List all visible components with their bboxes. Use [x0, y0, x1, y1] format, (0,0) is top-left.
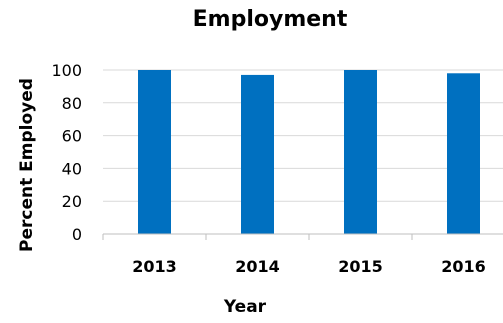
x-axis-title: Year — [223, 297, 267, 317]
y-axis-tick-labels: 0 20 40 60 80 100 — [51, 61, 82, 244]
y-tick-label: 60 — [62, 127, 82, 146]
y-tick-label: 80 — [62, 94, 82, 113]
chart-title: Employment — [193, 7, 348, 32]
x-tick-label: 2016 — [441, 257, 486, 276]
y-axis-title: Percent Employed — [17, 78, 37, 252]
bar-2014 — [241, 74, 274, 234]
bar-2016 — [447, 73, 480, 234]
bar-2015 — [344, 70, 377, 234]
x-axis-ticks — [102, 234, 413, 240]
x-tick-label: 2014 — [235, 257, 280, 276]
y-tick-label: 0 — [72, 225, 82, 244]
y-tick-label: 100 — [51, 61, 82, 80]
x-axis-tick-labels: 2013 2014 2015 2016 — [132, 257, 486, 276]
x-tick-label: 2013 — [132, 257, 177, 276]
x-tick-label: 2015 — [338, 257, 383, 276]
gridlines — [103, 69, 503, 202]
bar-2013 — [138, 70, 171, 234]
y-tick-label: 20 — [62, 192, 82, 211]
bars — [138, 70, 480, 234]
y-tick-label: 40 — [62, 159, 82, 178]
